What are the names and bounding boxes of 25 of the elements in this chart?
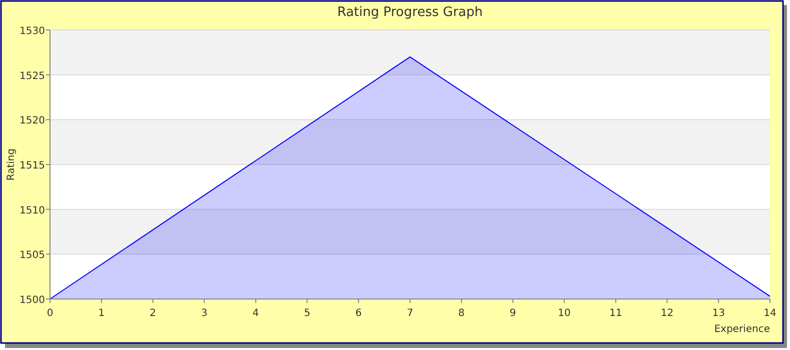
chart-title: Rating Progress Graph [337,5,483,20]
x-tick-label: 6 [355,308,362,319]
y-tick-label: 1500 [20,295,45,306]
x-tick-label: 2 [150,308,156,319]
x-tick-label: 9 [510,308,516,319]
x-tick-label: 5 [304,308,310,319]
y-tick-label: 1520 [20,116,45,127]
x-tick-label: 7 [406,308,414,319]
x-tick-label: 0 [46,308,54,319]
x-tick-label: 14 [764,308,776,319]
y-tick-label: 1530 [20,26,45,37]
x-tick-label: 4 [252,308,259,319]
x-tick-label: 3 [201,308,208,319]
y-tick-label: 1510 [20,205,45,216]
x-tick-label: 1 [98,308,105,319]
x-tick-label: 8 [458,308,465,319]
y-tick-label: 1505 [20,250,45,262]
x-tick-label: 13 [712,308,725,319]
y-axis-title: Rating [6,148,17,181]
y-tick-label: 1525 [20,70,45,82]
x-axis-title: Experience [714,324,770,335]
x-tick-label: 12 [660,308,674,319]
x-tick-label: 11 [609,308,622,319]
x-tick-label: 10 [558,308,571,319]
y-tick-label: 1515 [20,160,45,172]
